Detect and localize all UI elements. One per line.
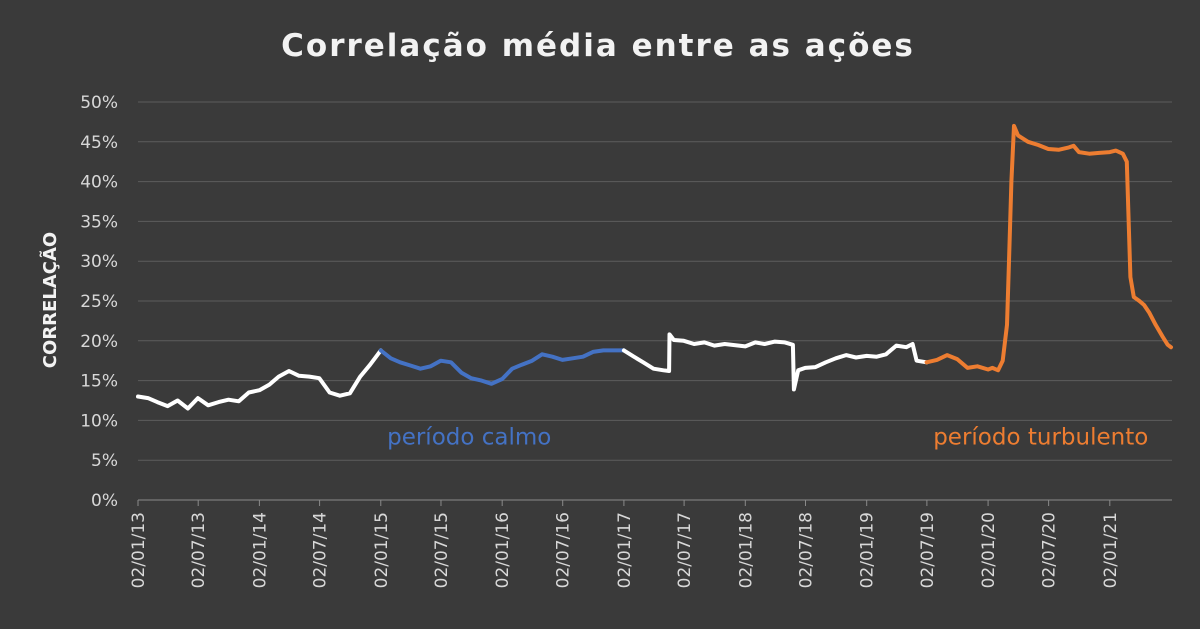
series-lines	[136, 123, 1173, 411]
annotations: período calmo período turbulento	[387, 424, 1148, 450]
y-tick-label: 35%	[80, 212, 118, 232]
y-tick-labels: 0% 5% 10% 15% 20% 25% 30% 35% 40% 45% 50%	[80, 93, 118, 511]
y-tick-label: 45%	[80, 133, 118, 153]
x-tick-label: 02/01/18	[736, 512, 756, 588]
x-tick-label: 02/01/17	[615, 512, 635, 588]
series-line-normal	[621, 332, 929, 392]
series-line-calm	[378, 348, 626, 386]
gridlines	[138, 101, 1172, 501]
x-tick-label: 02/01/14	[250, 512, 270, 588]
series-line-normal	[136, 348, 383, 411]
x-tick-label: 02/01/13	[129, 512, 149, 588]
x-tick-label: 02/07/17	[675, 512, 695, 588]
chart-title: Correlação média entre as ações	[281, 28, 915, 64]
x-tick-label: 02/07/16	[554, 512, 574, 588]
x-tick-label: 02/01/21	[1101, 512, 1121, 588]
y-tick-label: 20%	[80, 332, 118, 352]
y-tick-label: 10%	[80, 411, 118, 431]
y-tick-label: 0%	[91, 491, 118, 511]
y-tick-label: 30%	[80, 252, 118, 272]
y-tick-label: 50%	[80, 93, 118, 113]
x-tick-label: 02/07/13	[189, 512, 209, 588]
x-tick-labels: 02/01/13 02/07/13 02/01/14 02/07/14 02/01/15…	[129, 500, 1121, 588]
y-axis-label: CORRELAÇÃO	[38, 232, 61, 368]
annotation-0: período calmo	[387, 424, 551, 450]
y-tick-label: 40%	[80, 173, 118, 193]
x-tick-label: 02/01/19	[858, 512, 878, 588]
x-tick-label: 02/07/14	[311, 512, 331, 588]
annotation-1: período turbulento	[933, 424, 1148, 450]
x-tick-label: 02/01/20	[979, 512, 999, 588]
x-tick-label: 02/07/20	[1040, 512, 1060, 588]
y-tick-label: 25%	[80, 292, 118, 312]
y-tick-label: 15%	[80, 372, 118, 392]
x-tick-label: 02/07/19	[918, 512, 938, 588]
y-tick-label: 5%	[91, 451, 118, 471]
x-tick-label: 02/01/16	[493, 512, 513, 588]
x-tick-label: 02/07/15	[432, 512, 452, 588]
series-line-turbulent	[924, 123, 1173, 373]
x-tick-label: 02/07/18	[796, 512, 816, 588]
x-tick-label: 02/01/15	[372, 512, 392, 588]
